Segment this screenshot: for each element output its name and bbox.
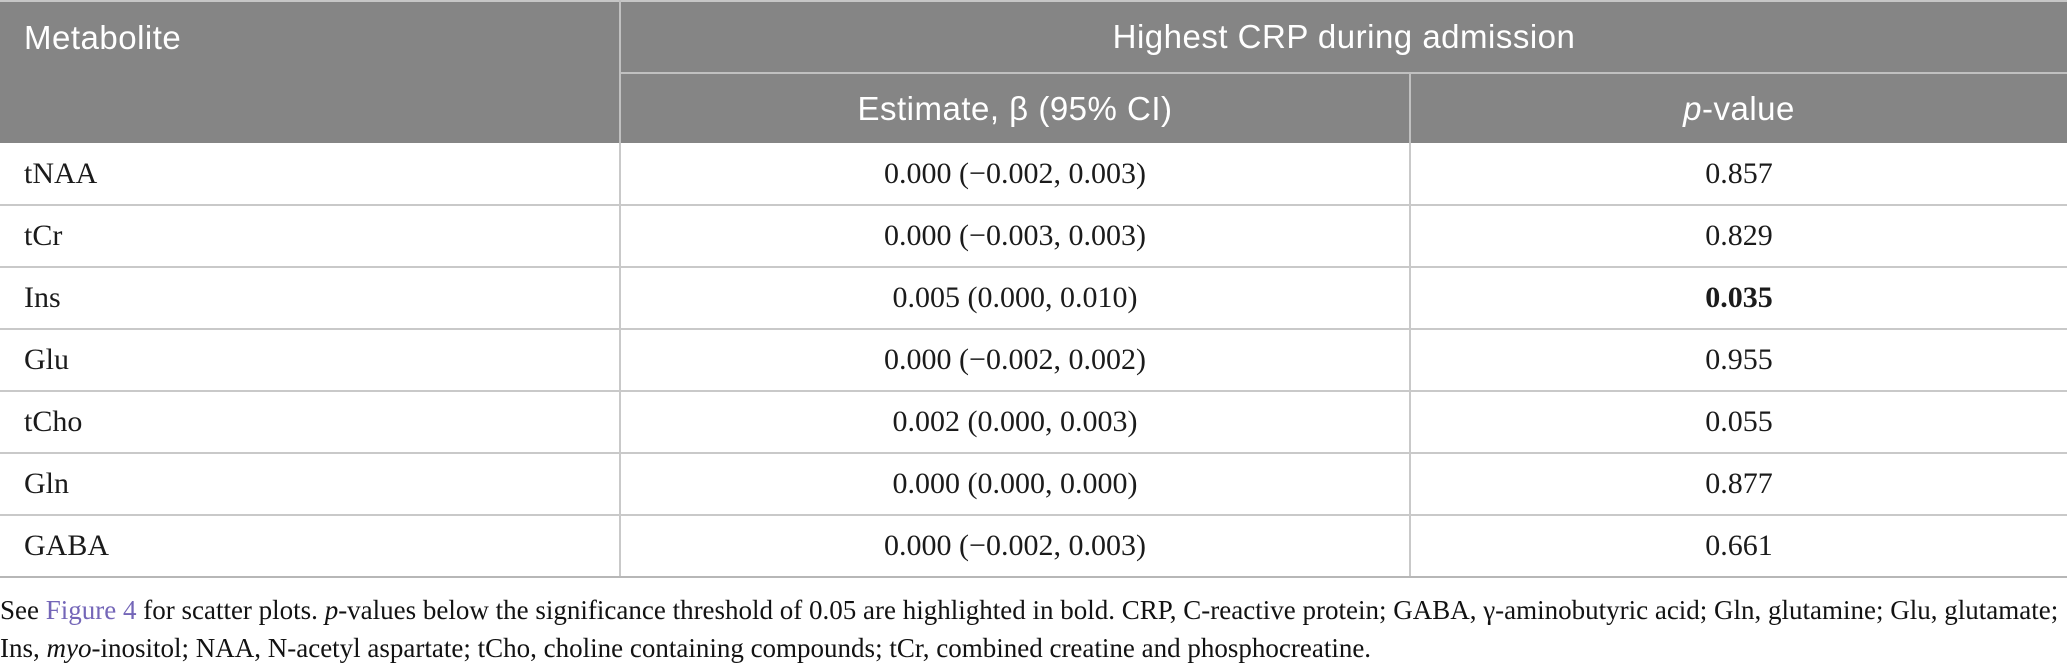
estimate-cell: 0.000 (−0.002, 0.003) xyxy=(619,143,1410,206)
table-header: Metabolite Highest CRP during admission … xyxy=(0,1,2067,143)
p-value-cell: 0.055 xyxy=(1409,391,2067,454)
p-value-cell: 0.955 xyxy=(1409,329,2067,392)
results-table: Metabolite Highest CRP during admission … xyxy=(0,0,2067,578)
metabolite-cell: tCr xyxy=(0,205,620,268)
col-header-estimate: Estimate, β (95% CI) xyxy=(620,73,1411,143)
table-row: Gln 0.000 (0.000, 0.000) 0.877 xyxy=(0,453,2067,516)
table-row: Glu 0.000 (−0.002, 0.002) 0.955 xyxy=(0,329,2067,392)
table-footnote: See Figure 4 for scatter plots. p-values… xyxy=(0,591,2067,663)
p-value-cell: 0.829 xyxy=(1409,205,2067,268)
p-value-cell: 0.661 xyxy=(1409,515,2067,578)
p-value-cell: 0.877 xyxy=(1409,453,2067,516)
table-row: tCr 0.000 (−0.003, 0.003) 0.829 xyxy=(0,205,2067,268)
footnote-italic-myo: myo xyxy=(46,633,92,663)
p-value-cell: 0.035 xyxy=(1409,267,2067,330)
p-value-cell: 0.857 xyxy=(1409,143,2067,206)
estimate-cell: 0.002 (0.000, 0.003) xyxy=(619,391,1410,454)
col-header-p-value: p-value xyxy=(1410,73,2067,143)
estimate-cell: 0.000 (−0.003, 0.003) xyxy=(619,205,1410,268)
header-row-sub: Estimate, β (95% CI) p-value xyxy=(0,73,2067,143)
col-header-metabolite: Metabolite xyxy=(0,1,621,143)
footnote-text: -values below the significance threshold… xyxy=(0,595,2059,663)
col-header-highest-crp: Highest CRP during admission xyxy=(620,1,2067,74)
footnote-text: for scatter plots. xyxy=(136,595,325,625)
p-value-header-suffix: -value xyxy=(1701,89,1795,127)
figure-4-link[interactable]: Figure 4 xyxy=(45,595,137,625)
footnote-italic-p: p xyxy=(324,595,339,625)
estimate-cell: 0.000 (−0.002, 0.003) xyxy=(619,515,1410,578)
p-value-header-italic-p: p xyxy=(1683,89,1702,127)
estimate-cell: 0.000 (−0.002, 0.002) xyxy=(619,329,1410,392)
metabolite-cell: Gln xyxy=(0,453,620,516)
table-row: GABA 0.000 (−0.002, 0.003) 0.661 xyxy=(0,515,2067,578)
metabolite-cell: Glu xyxy=(0,329,620,392)
metabolite-cell: tNAA xyxy=(0,143,620,206)
estimate-cell: 0.005 (0.000, 0.010) xyxy=(619,267,1410,330)
metabolite-cell: tCho xyxy=(0,391,620,454)
footnote-text: -inositol; NAA, N-acetyl aspartate; tCho… xyxy=(91,633,1372,663)
metabolite-cell: Ins xyxy=(0,267,620,330)
table-row: tCho 0.002 (0.000, 0.003) 0.055 xyxy=(0,391,2067,454)
table-row: Ins 0.005 (0.000, 0.010) 0.035 xyxy=(0,267,2067,330)
table-body: tNAA 0.000 (−0.002, 0.003) 0.857 tCr 0.0… xyxy=(0,143,2067,578)
estimate-cell: 0.000 (0.000, 0.000) xyxy=(619,453,1410,516)
metabolite-cell: GABA xyxy=(0,515,620,578)
header-row-group: Metabolite Highest CRP during admission xyxy=(0,1,2067,143)
table-row: tNAA 0.000 (−0.002, 0.003) 0.857 xyxy=(0,143,2067,206)
footnote-text: See xyxy=(0,595,46,625)
